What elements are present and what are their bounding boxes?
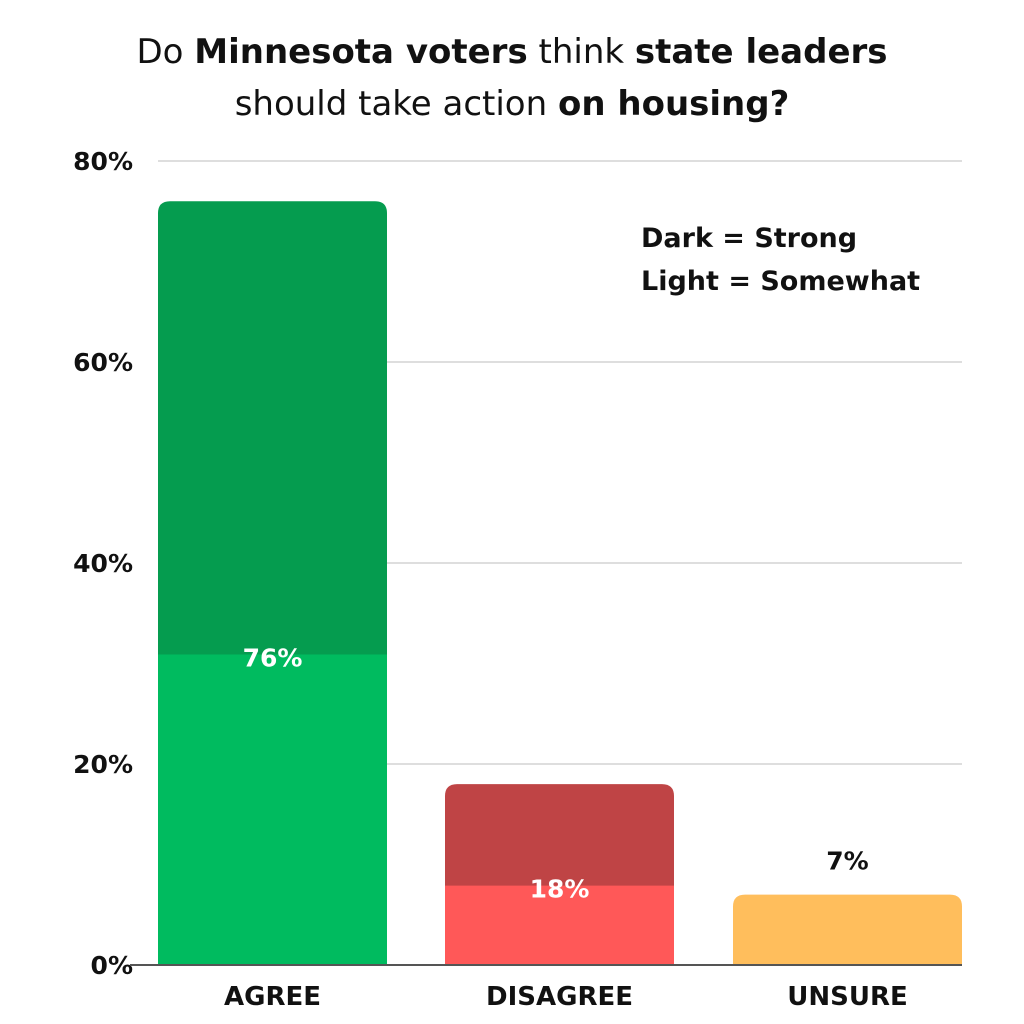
bar-value-label: 76% [243, 643, 303, 672]
title-emphasis: Minnesota voters [194, 32, 528, 72]
category-label: DISAGREE [486, 982, 633, 1012]
bar-segment-unsure [733, 894, 962, 965]
y-tick-label: 40% [73, 549, 133, 578]
title-emphasis: on housing? [557, 84, 790, 124]
bar-value-label: 18% [530, 875, 590, 904]
title-text: should take action [234, 84, 558, 124]
chart-title: Do Minnesota voters think state leaders s… [0, 26, 1024, 130]
bar-segment-somewhat [445, 884, 674, 965]
title-text: think [527, 32, 635, 72]
category-label: AGREE [224, 982, 321, 1012]
y-tick-label: 80% [73, 147, 133, 176]
y-tick-label: 60% [73, 348, 133, 377]
legend-dark-strong: Dark = Strong [641, 223, 857, 254]
bar-segment-strong [158, 201, 387, 655]
title-text: Do [136, 32, 195, 72]
y-tick-label: 20% [73, 750, 133, 779]
title-emphasis: state leaders [634, 32, 888, 72]
y-tick-label: 0% [91, 951, 133, 980]
bar-value-label: 7% [826, 847, 868, 876]
category-label: UNSURE [787, 982, 908, 1012]
bar-segment-strong [445, 784, 674, 886]
bar-segment-somewhat [158, 653, 387, 965]
legend-light-somewhat: Light = Somewhat [641, 266, 920, 297]
